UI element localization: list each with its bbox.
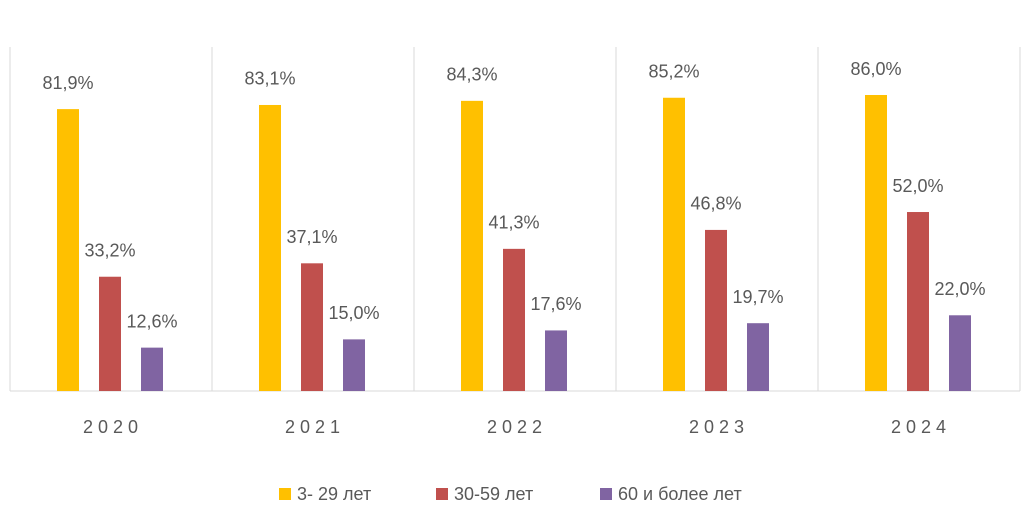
data-label: 37,1% [286,227,337,247]
x-tick-label: 2024 [891,417,951,437]
bar [663,97,685,392]
data-label: 33,2% [84,240,135,260]
data-label: 86,0% [850,59,901,79]
bar [503,248,525,391]
bar [865,95,887,391]
data-label: 52,0% [892,176,943,196]
data-label: 17,6% [530,294,581,314]
bar [99,276,121,391]
data-label: 85,2% [648,62,699,82]
bar [545,330,567,391]
legend-swatch [436,488,448,500]
legend-label: 60 и более лет [618,484,742,504]
x-tick-label: 2020 [83,417,143,437]
bar [301,263,323,391]
legend-label: 30-59 лет [454,484,533,504]
bar [343,339,365,391]
x-tick-label: 2021 [285,417,345,437]
bar [461,100,483,391]
bar [259,104,281,392]
legend-label: 3- 29 лет [297,484,371,504]
bar [141,347,163,391]
data-label: 84,3% [446,65,497,85]
legend-swatch [279,488,291,500]
data-label: 15,0% [328,303,379,323]
x-tick-label: 2023 [689,417,749,437]
data-label: 12,6% [126,311,177,331]
data-label: 22,0% [934,279,985,299]
data-label: 83,1% [244,69,295,89]
bar [907,212,929,391]
bar [57,109,79,391]
data-label: 46,8% [690,194,741,214]
legend-swatch [600,488,612,500]
bar [705,229,727,391]
data-label: 41,3% [488,213,539,233]
bar [949,315,971,391]
data-label: 19,7% [732,287,783,307]
x-tick-label: 2022 [487,417,547,437]
bar [747,323,769,391]
data-label: 81,9% [42,73,93,93]
